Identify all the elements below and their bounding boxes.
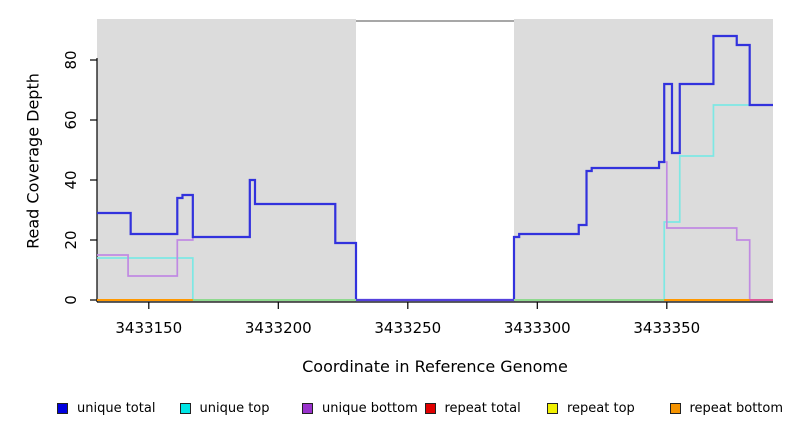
legend-swatch-unique-bottom	[302, 402, 313, 414]
legend-item-unique-top: unique top	[179, 396, 270, 420]
legend-label: repeat total	[444, 400, 521, 416]
x-tick-label: 3433350	[633, 319, 700, 337]
x-tick-label: 3433250	[374, 319, 441, 337]
series-line-unique-total	[97, 34, 773, 302]
legend-label: unique total	[77, 400, 156, 416]
legend-label: repeat top	[567, 400, 635, 416]
legend: unique total unique top unique bottom repea…	[0, 396, 792, 422]
legend-item-repeat-bottom: repeat bottom	[669, 396, 784, 420]
shaded-region-1	[513, 19, 773, 302]
legend-swatch-repeat-top	[547, 402, 558, 414]
x-tick-label: 3433300	[504, 319, 571, 337]
legend-label: repeat bottom	[689, 400, 784, 416]
legend-item-repeat-total: repeat total	[424, 396, 521, 420]
legend-swatch-repeat-total	[424, 402, 436, 414]
shaded-region-0	[97, 19, 357, 302]
x-axis-title: Coordinate in Reference Genome	[302, 357, 568, 376]
x-tick-label: 3433200	[245, 319, 312, 337]
y-axis-title: Read Coverage Depth	[23, 73, 43, 249]
y-tick-label: 40	[62, 170, 80, 189]
legend-swatch-repeat-bottom	[669, 402, 681, 414]
legend-item-repeat-top: repeat top	[547, 396, 635, 420]
legend-swatch-unique-total	[57, 402, 68, 414]
y-tick-label: 80	[62, 50, 80, 69]
y-tick-label: 60	[62, 110, 80, 129]
legend-label: unique top	[199, 400, 270, 416]
legend-item-unique-total: unique total	[57, 396, 155, 420]
legend-swatch-unique-top	[179, 402, 191, 414]
legend-label: unique bottom	[322, 400, 418, 416]
x-tick-label: 3433150	[115, 319, 182, 337]
y-tick-label: 0	[62, 295, 80, 305]
legend-item-unique-bottom: unique bottom	[302, 396, 418, 420]
series-line-unique-top	[97, 104, 773, 301]
y-tick-label: 20	[62, 230, 80, 249]
